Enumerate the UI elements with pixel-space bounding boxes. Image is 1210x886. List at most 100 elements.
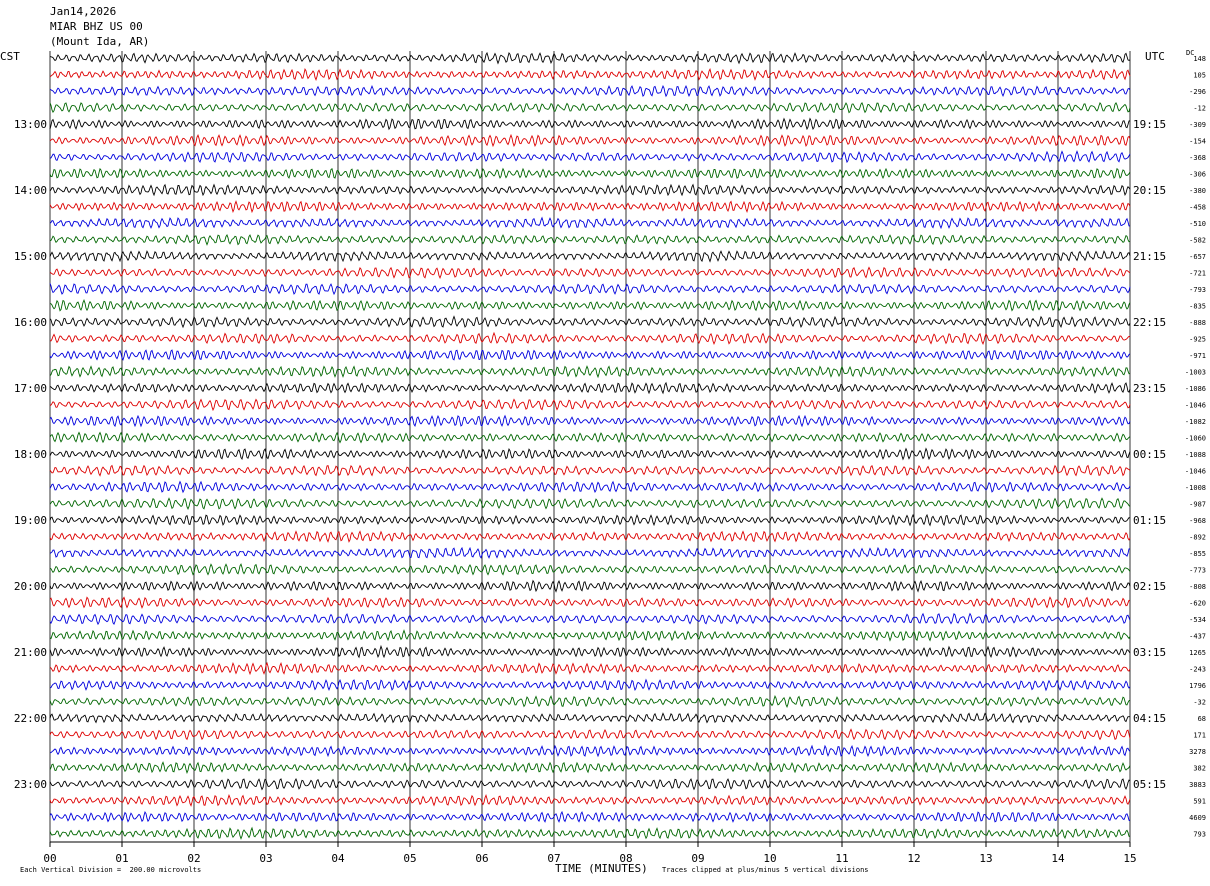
- x-tick-label-12: 12: [907, 852, 920, 865]
- dc-offset-label: -835: [1189, 303, 1206, 311]
- dc-offset-label: -534: [1189, 616, 1206, 624]
- dc-offset-label: 68: [1198, 715, 1206, 723]
- x-tick-label-11: 11: [835, 852, 848, 865]
- dc-offset-label: 793: [1193, 831, 1206, 839]
- dc-offset-label: -888: [1189, 319, 1206, 327]
- dc-offset-label: 4609: [1189, 814, 1206, 822]
- trace-row-24: [49, 447, 1131, 461]
- x-tick-labels: 00 01 02 03 04 05 06 07 08 09 10 11 12 13 14 15: [43, 852, 1136, 865]
- dc-offset-label: -1003: [1185, 369, 1206, 377]
- dc-offset-label: 1796: [1189, 682, 1206, 690]
- trace-row-4: [49, 117, 1131, 131]
- trace-row-11: [49, 233, 1131, 246]
- dc-offset-label: -1086: [1185, 385, 1206, 393]
- x-tick-label-10: 10: [763, 852, 776, 865]
- dc-offset-label: -32: [1193, 699, 1206, 707]
- right-hour-label: 23:15: [1133, 382, 1166, 395]
- dc-offset-label: 382: [1193, 765, 1206, 773]
- trace-row-18: [49, 349, 1131, 361]
- trace-row-28: [49, 513, 1131, 527]
- left-hour-label: 19:00: [14, 514, 47, 527]
- right-hour-label: 00:15: [1133, 448, 1166, 461]
- dc-offset-label: -968: [1189, 517, 1206, 525]
- trace-row-36: [49, 644, 1131, 659]
- trace-row-43: [49, 761, 1131, 775]
- trace-row-45: [49, 793, 1131, 807]
- trace-row-33: [49, 596, 1131, 609]
- right-hour-label: 03:15: [1133, 646, 1166, 659]
- dc-offset-label: -154: [1189, 138, 1206, 146]
- left-hour-label: 23:00: [14, 778, 47, 791]
- trace-row-47: [49, 826, 1131, 840]
- left-hour-label: 15:00: [14, 250, 47, 263]
- trace-row-8: [49, 183, 1131, 197]
- dc-offset-label: -380: [1189, 187, 1206, 195]
- left-hour-label: 17:00: [14, 382, 47, 395]
- dc-offset-label: -987: [1189, 501, 1206, 509]
- trace-row-1: [49, 68, 1131, 82]
- trace-row-32: [49, 579, 1131, 593]
- dc-offset-label: -808: [1189, 583, 1206, 591]
- dc-offset-label: -437: [1189, 633, 1206, 641]
- x-tick-label-01: 01: [115, 852, 128, 865]
- trace-row-29: [49, 530, 1131, 543]
- trace-row-38: [49, 678, 1131, 692]
- trace-row-0: [49, 51, 1131, 65]
- trace-row-19: [49, 365, 1131, 379]
- right-hour-label: 02:15: [1133, 580, 1166, 593]
- trace-row-10: [49, 216, 1131, 230]
- dc-offset-label: -296: [1189, 88, 1206, 96]
- trace-row-35: [49, 629, 1131, 642]
- trace-row-25: [49, 464, 1131, 477]
- x-tick-label-13: 13: [979, 852, 992, 865]
- x-tick-label-05: 05: [403, 852, 416, 865]
- dc-offset-label: -657: [1189, 253, 1206, 261]
- dc-offset-label: -1082: [1185, 418, 1206, 426]
- trace-row-3: [49, 101, 1131, 114]
- dc-offset-label: -1046: [1185, 468, 1206, 476]
- trace-row-26: [49, 480, 1131, 494]
- left-hour-label: 20:00: [14, 580, 47, 593]
- x-axis-label: TIME (MINUTES): [555, 862, 648, 875]
- seismic-traces: [49, 51, 1131, 840]
- dc-offset-label: -243: [1189, 666, 1206, 674]
- right-hour-label: 20:15: [1133, 184, 1166, 197]
- trace-row-42: [49, 744, 1131, 758]
- left-hour-label: 22:00: [14, 712, 47, 725]
- x-tick-label-04: 04: [331, 852, 345, 865]
- right-hour-labels: 19:15 20:15 21:15 22:15 23:15 00:15 01:15 02:15…: [1133, 118, 1166, 791]
- header-date: Jan14,2026: [50, 5, 117, 18]
- trace-row-15: [49, 299, 1131, 312]
- x-tick-label-06: 06: [475, 852, 488, 865]
- x-tick-label-08: 08: [619, 852, 632, 865]
- dc-offset-label: 3883: [1189, 781, 1206, 789]
- dc-column-label: DC: [1186, 49, 1195, 57]
- minute-gridlines: [49, 51, 1131, 847]
- left-hour-labels: 13:00 14:00 15:00 16:00 17:00 18:00 19:00 20:00…: [14, 118, 47, 791]
- trace-row-30: [49, 546, 1131, 559]
- clip-note: Traces clipped at plus/minus 5 vertical …: [662, 866, 869, 874]
- trace-row-14: [49, 283, 1131, 296]
- x-tick-label-02: 02: [187, 852, 200, 865]
- x-tick-label-15: 15: [1123, 852, 1136, 865]
- dc-offset-label: 171: [1193, 732, 1206, 740]
- trace-row-31: [49, 563, 1131, 576]
- trace-row-5: [49, 133, 1131, 148]
- scale-note: Each Vertical Division = 200.00 microvol…: [20, 866, 202, 874]
- left-hour-label: 21:00: [14, 646, 47, 659]
- dc-offset-label: -1046: [1185, 402, 1206, 410]
- dc-offset-label: -458: [1189, 204, 1206, 212]
- trace-row-39: [49, 694, 1131, 708]
- dc-offset-label: -773: [1189, 567, 1206, 575]
- dc-offset-label: -510: [1189, 220, 1206, 228]
- trace-row-22: [49, 414, 1131, 428]
- dc-offset-label: -1088: [1185, 451, 1206, 459]
- header-station: MIAR BHZ US 00: [50, 20, 143, 33]
- left-timezone-label: CST: [0, 50, 20, 63]
- trace-row-40: [49, 712, 1131, 724]
- dc-offset-label: -892: [1189, 534, 1206, 542]
- trace-row-12: [49, 250, 1131, 263]
- dc-offset-label: -971: [1189, 352, 1206, 360]
- dc-offset-label: 148: [1193, 55, 1206, 63]
